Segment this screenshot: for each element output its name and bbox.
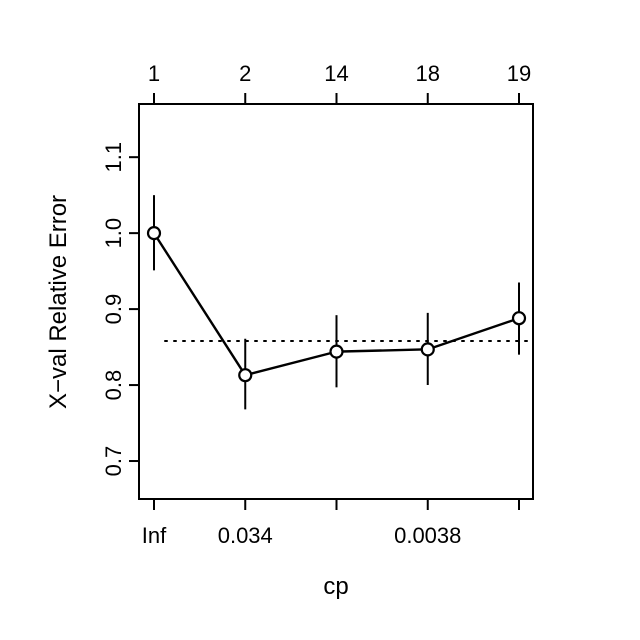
data-point [511,311,527,326]
x-top-tick-label: 19 [507,61,531,86]
data-point [420,342,435,357]
x-top-tick-label: 18 [416,61,440,86]
x-top-tick-label: 2 [239,61,251,86]
y-tick-label: 1.0 [101,218,126,249]
x-top-tick-label: 14 [324,61,348,86]
x-bottom-tick-label: Inf [142,523,167,548]
x-axis-title: cp [323,573,348,600]
data-point [146,226,162,241]
y-tick-label: 1.1 [101,142,126,173]
data-point [238,368,253,383]
x-bottom-tick-label: 0.0038 [394,523,461,548]
y-axis-title: X−val Relative Error [45,195,72,409]
x-bottom-tick-label: 0.034 [218,523,273,548]
y-tick-label: 0.8 [101,370,126,401]
x-top-tick-label: 1 [148,61,160,86]
y-tick-label: 0.9 [101,294,126,325]
data-point [329,344,344,359]
y-tick-label: 0.7 [101,446,126,477]
